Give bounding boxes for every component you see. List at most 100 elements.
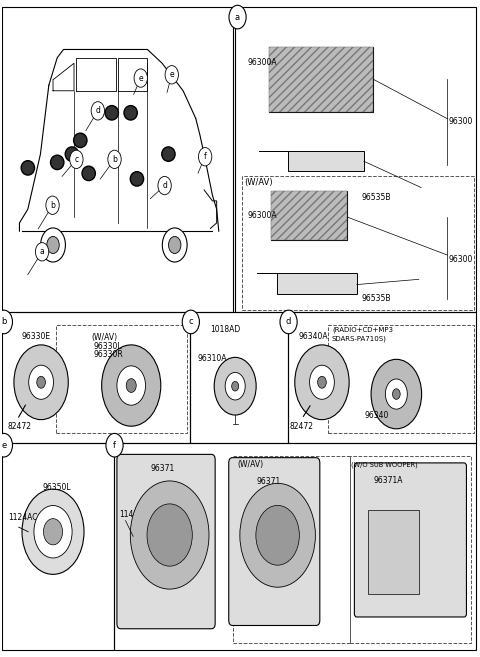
Bar [1, 312, 190, 443]
Text: 96350L: 96350L [42, 484, 71, 492]
Ellipse shape [50, 155, 64, 170]
Circle shape [371, 359, 421, 429]
Ellipse shape [124, 106, 137, 120]
Circle shape [385, 379, 408, 409]
Text: d: d [286, 317, 291, 327]
Circle shape [240, 484, 315, 587]
Text: 96330L: 96330L [93, 342, 122, 351]
Text: 96340: 96340 [365, 411, 389, 420]
Circle shape [44, 518, 62, 545]
Circle shape [91, 102, 105, 120]
Text: 96330E: 96330E [22, 332, 51, 341]
Circle shape [36, 242, 49, 261]
Text: b: b [1, 317, 7, 327]
Circle shape [256, 505, 300, 565]
Text: (W/O SUB WOOPER): (W/O SUB WOOPER) [350, 462, 417, 468]
FancyBboxPatch shape [117, 455, 215, 629]
Circle shape [22, 489, 84, 574]
Bar [349, 457, 471, 643]
Circle shape [70, 150, 83, 169]
Text: e: e [169, 70, 174, 79]
Text: (W/AV): (W/AV) [245, 179, 273, 187]
Text: 96300: 96300 [448, 118, 473, 127]
Circle shape [229, 5, 246, 29]
Circle shape [130, 481, 209, 589]
Circle shape [0, 434, 12, 457]
Text: 1124AC: 1124AC [8, 513, 37, 522]
Circle shape [102, 345, 161, 426]
Text: 1141AC: 1141AC [119, 510, 148, 518]
Circle shape [108, 150, 121, 169]
Text: b: b [50, 201, 55, 210]
Circle shape [198, 148, 212, 166]
Bar [368, 510, 419, 594]
Circle shape [14, 345, 68, 420]
Text: d: d [96, 106, 100, 116]
Ellipse shape [105, 106, 119, 120]
Circle shape [29, 365, 53, 399]
Bar [235, 7, 476, 312]
Text: 96371A: 96371A [373, 476, 403, 485]
Ellipse shape [130, 171, 144, 186]
Text: (W/AV): (W/AV) [91, 332, 117, 342]
Text: 96310A: 96310A [197, 353, 227, 363]
Circle shape [182, 310, 199, 334]
Circle shape [37, 376, 46, 388]
Circle shape [47, 237, 59, 254]
Bar [1, 443, 114, 650]
Circle shape [214, 357, 256, 415]
Text: e: e [1, 441, 7, 449]
Bar [56, 325, 188, 434]
Circle shape [393, 389, 400, 399]
Text: a: a [40, 247, 45, 256]
Text: 82472: 82472 [289, 422, 313, 432]
FancyBboxPatch shape [268, 47, 373, 112]
Bar [114, 443, 476, 650]
Ellipse shape [21, 161, 35, 175]
Circle shape [318, 376, 326, 388]
Polygon shape [257, 273, 357, 294]
Text: 96340A: 96340A [298, 332, 328, 341]
Text: f: f [204, 152, 206, 161]
Circle shape [117, 366, 145, 405]
Text: b: b [112, 155, 117, 164]
Circle shape [158, 176, 171, 194]
Circle shape [147, 504, 192, 566]
Circle shape [41, 228, 65, 262]
Circle shape [310, 365, 335, 399]
Text: c: c [189, 317, 193, 327]
FancyBboxPatch shape [271, 191, 347, 240]
Text: 96535B: 96535B [361, 294, 391, 304]
FancyBboxPatch shape [229, 458, 320, 625]
Text: 96535B: 96535B [361, 193, 391, 202]
Text: 96330R: 96330R [93, 350, 123, 359]
Circle shape [34, 505, 72, 558]
Polygon shape [259, 152, 364, 171]
Text: 96300A: 96300A [247, 212, 277, 220]
Circle shape [134, 69, 147, 87]
Bar [242, 175, 474, 310]
Text: f: f [113, 441, 116, 449]
Text: 82472: 82472 [8, 422, 32, 432]
Text: d: d [162, 181, 167, 190]
Text: (W/AV): (W/AV) [237, 461, 263, 469]
Text: 96371: 96371 [257, 477, 281, 486]
Circle shape [225, 373, 245, 400]
Text: 96300A: 96300A [247, 58, 277, 68]
Circle shape [46, 196, 59, 214]
Ellipse shape [162, 147, 175, 162]
Ellipse shape [65, 147, 79, 162]
Text: e: e [138, 74, 143, 83]
Text: 96300: 96300 [448, 255, 473, 264]
Bar [288, 312, 476, 443]
Circle shape [280, 310, 297, 334]
FancyBboxPatch shape [354, 463, 467, 617]
Bar [190, 312, 288, 443]
Circle shape [126, 378, 136, 392]
Text: 1018AD: 1018AD [210, 325, 240, 334]
Ellipse shape [73, 133, 87, 148]
Circle shape [295, 345, 349, 420]
Bar [328, 325, 474, 434]
Circle shape [162, 228, 187, 262]
Text: 96371: 96371 [150, 464, 175, 472]
